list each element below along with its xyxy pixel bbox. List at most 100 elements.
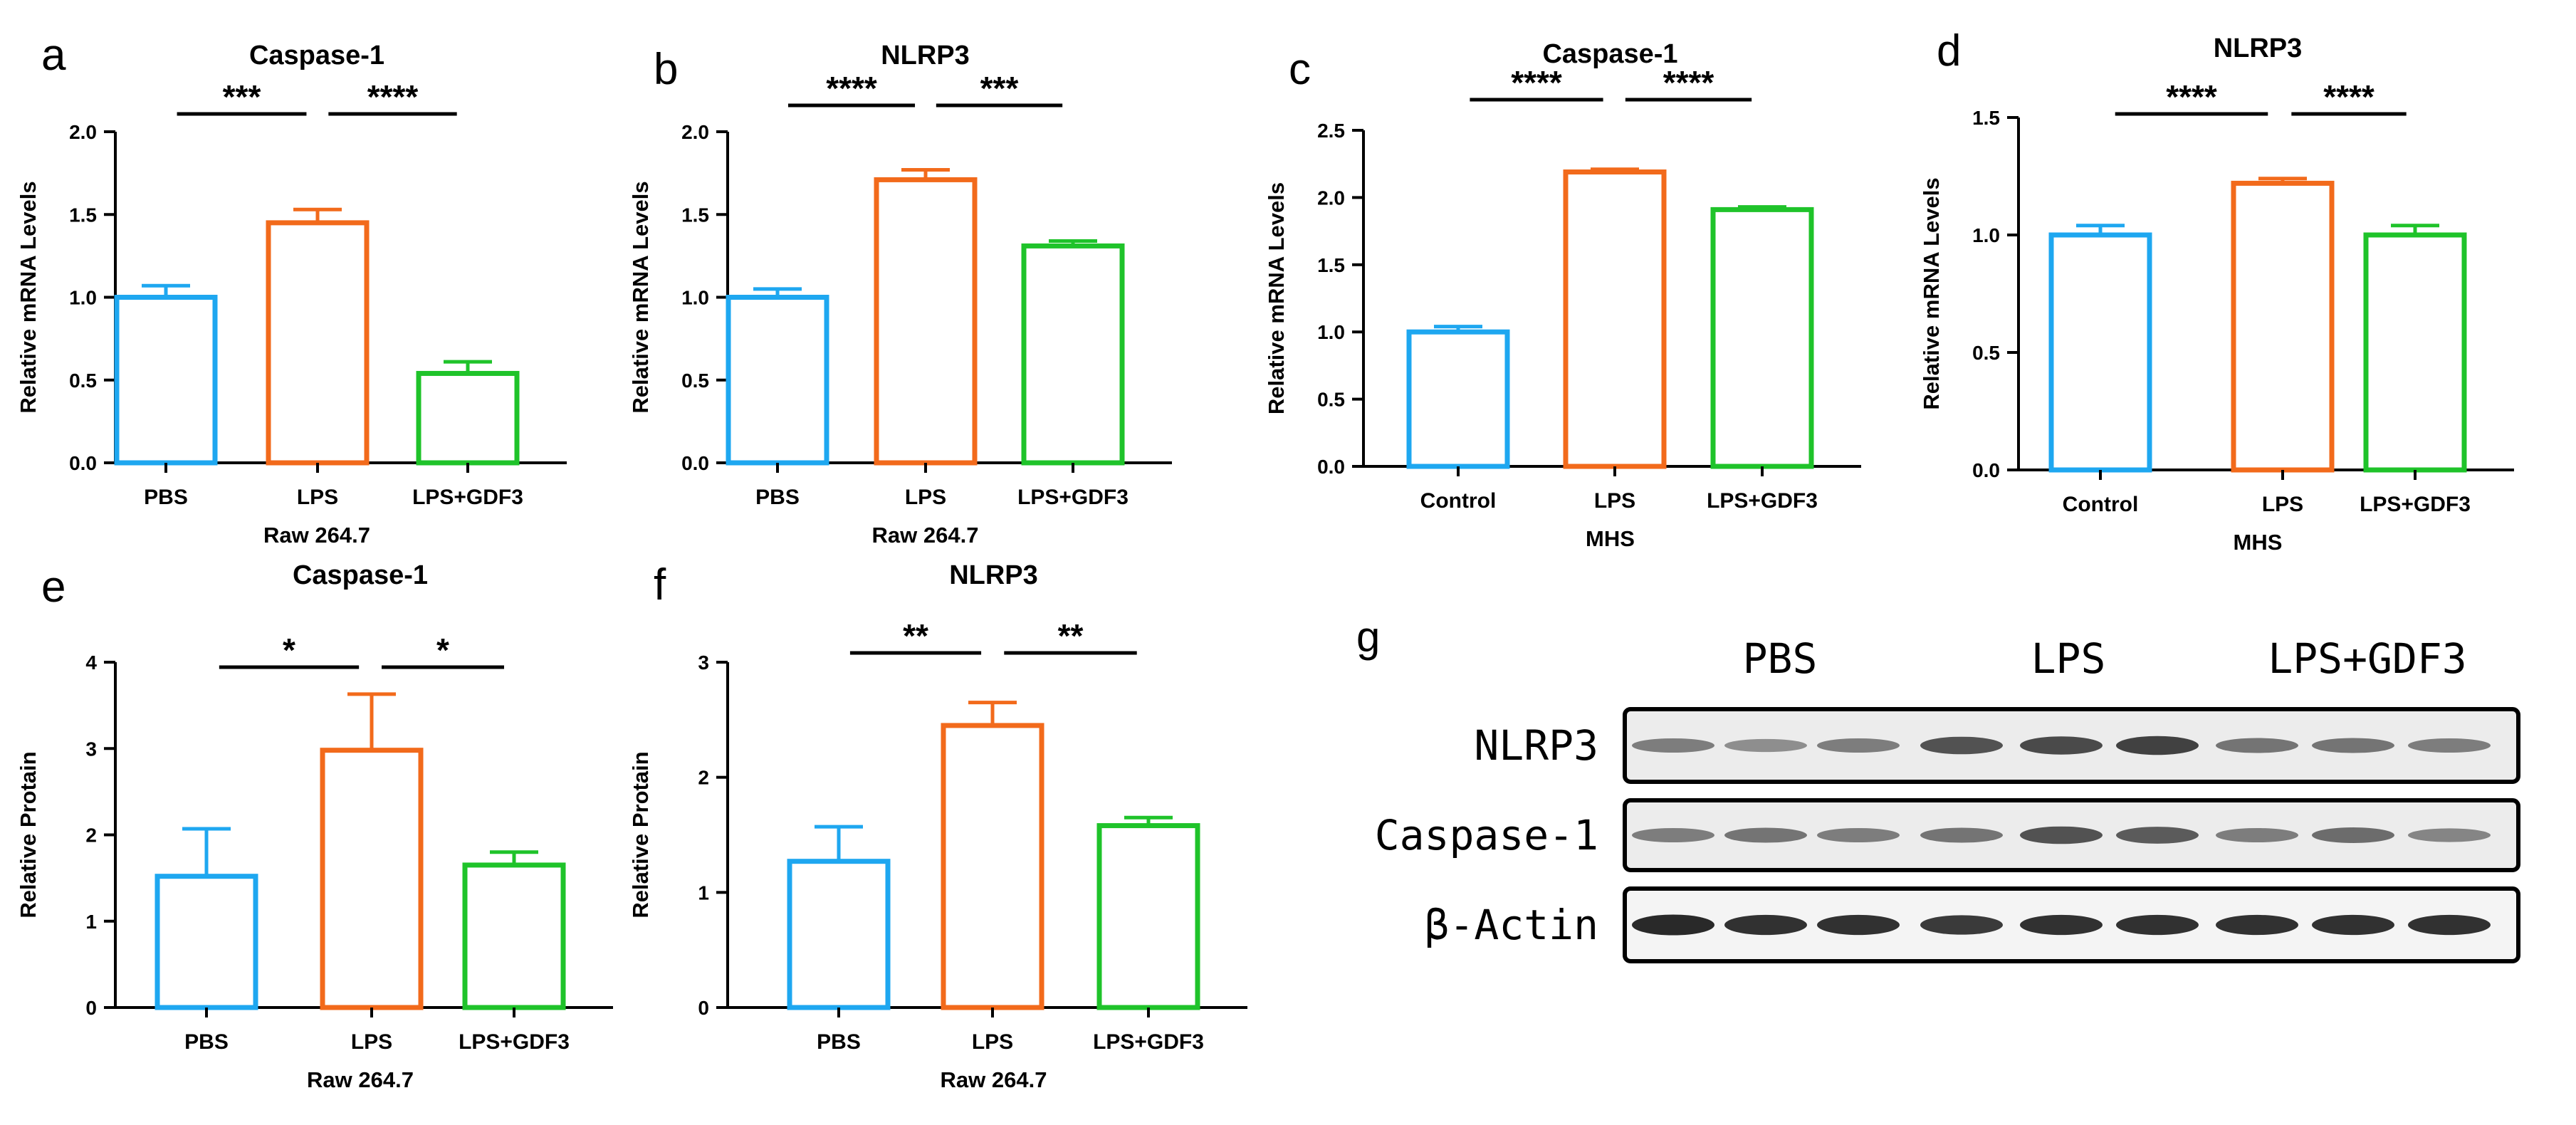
y-tick-label: 0.0 (1972, 459, 2000, 481)
bar-pbs (155, 874, 258, 1010)
x-tick-label: LPS+GDF3 (1707, 489, 1818, 513)
x-tick-label: LPS (905, 486, 946, 509)
chart-title: NLRP3 (881, 41, 970, 70)
y-axis-label: Relative Protain (16, 751, 41, 918)
chart-panel-f: f NLRP3 0 1 2 3 Relative Protain PBS LPS LPS+GDF3… (628, 560, 1247, 1092)
y-axis-label: Relative Protain (628, 751, 653, 918)
x-tick-label: PBS (184, 1030, 229, 1054)
x-axis-label: MHS (2234, 530, 2283, 555)
y-axis-label: Relative mRNA Levels (16, 181, 41, 413)
bar-lps-gdf3 (1710, 206, 1814, 469)
y-axis-label: Relative mRNA Levels (1919, 177, 1944, 409)
chart-panel-e: e Caspase-1 0 1 2 3 4 Relative Protain PBS LPS LPS… (16, 560, 613, 1092)
significance-label: **** (367, 78, 419, 115)
y-tick-label: 1.5 (681, 204, 709, 226)
y-tick-label: 1.0 (681, 287, 709, 309)
y-axis-label: Relative mRNA Levels (628, 181, 653, 413)
y-tick-label: 2 (85, 825, 97, 847)
y-tick-label: 0.5 (69, 370, 97, 392)
x-tick-label: LPS (1594, 489, 1635, 513)
x-tick-label: PBS (817, 1030, 861, 1054)
blot-band (2116, 914, 2199, 936)
blot-band (2312, 738, 2394, 753)
bar-lps-gdf3 (1096, 823, 1200, 1010)
bar-lps (874, 177, 978, 466)
blot-band (2020, 736, 2103, 755)
blot-band (2020, 826, 2103, 844)
western-blot-panel: g PBS LPS LPS+GDF3 NLRP3 Caspase-1 β-Actin (1356, 613, 2520, 963)
y-tick-label: 0.0 (681, 452, 709, 474)
x-axis-label: Raw 264.7 (941, 1067, 1047, 1092)
x-tick-label: LPS+GDF3 (1017, 486, 1129, 509)
blot-band (2216, 738, 2298, 753)
x-tick-label: PBS (144, 486, 188, 509)
x-axis-label: MHS (1586, 526, 1635, 551)
blot-band (1817, 827, 1900, 843)
chart-title: Caspase-1 (293, 560, 428, 590)
significance-label: ** (903, 617, 928, 654)
chart-title: Caspase-1 (249, 41, 384, 70)
panel-letter: f (654, 560, 666, 609)
blot-band (1817, 738, 1900, 753)
significance-label: *** (980, 70, 1019, 107)
significance-label: *** (223, 78, 261, 115)
blot-band (2216, 914, 2298, 936)
bar-lps-gdf3 (462, 862, 566, 1010)
chart-panel-d: d NLRP3 0.0 0.5 1.0 1.5 Relative mRNA Levels Co… (1919, 26, 2514, 555)
blot-row-label: Caspase-1 (1375, 811, 1598, 859)
panel-letter: d (1937, 26, 1961, 75)
bar-lps (266, 220, 370, 466)
chart-panel-c: c Caspase-1 0.0 0.5 1.0 1.5 2.0 2.5 Relative mRN… (1264, 39, 1861, 551)
bar-lps-gdf3 (1021, 243, 1125, 466)
x-tick-label: PBS (755, 486, 800, 509)
x-axis-label: Raw 264.7 (307, 1067, 414, 1092)
x-tick-label: LPS+GDF3 (2360, 493, 2471, 516)
bar-pbs (726, 295, 829, 466)
y-axis-label: Relative mRNA Levels (1264, 182, 1289, 414)
blot-band (1724, 738, 1807, 753)
blot-band (1817, 914, 1900, 936)
x-tick-label: Control (1420, 489, 1497, 513)
bar-charts: a Caspase-1 0.0 0.5 1.0 1.5 2.0 Relative mRNA L… (16, 26, 2514, 1092)
chart-title: NLRP3 (2214, 33, 2303, 63)
chart-title: NLRP3 (949, 560, 1038, 590)
bar-lps (1563, 169, 1667, 469)
bar-lps-gdf3 (416, 370, 520, 466)
y-tick-label: 3 (698, 652, 709, 674)
significance-label: ** (1058, 617, 1084, 654)
y-tick-label: 0.5 (1317, 389, 1345, 411)
y-tick-label: 2.0 (1317, 187, 1345, 209)
blot-band (1632, 738, 1714, 753)
y-tick-label: 1.0 (1972, 224, 2000, 246)
bar-control (1406, 329, 1510, 469)
y-tick-label: 1.0 (69, 287, 97, 309)
x-tick-label: LPS+GDF3 (1093, 1030, 1204, 1054)
blot-band (2408, 914, 2491, 936)
blot-band (2408, 828, 2491, 842)
y-tick-label: 3 (85, 738, 97, 760)
blot-band (1632, 827, 1714, 843)
blot-band (2216, 827, 2298, 843)
y-tick-label: 2.0 (69, 121, 97, 143)
bar-pbs (787, 859, 891, 1010)
significance-label: **** (1663, 64, 1714, 101)
bar-lps (320, 748, 424, 1010)
blot-band (1632, 914, 1714, 936)
significance-label: * (436, 632, 449, 669)
y-tick-label: 0 (698, 997, 709, 1019)
blot-band (2020, 914, 2103, 936)
y-tick-label: 4 (85, 652, 97, 674)
panel-letter: e (41, 562, 66, 612)
x-tick-label: LPS (351, 1030, 392, 1054)
x-tick-label: LPS (297, 486, 338, 509)
y-tick-label: 1.5 (69, 204, 97, 226)
x-tick-label: LPS (972, 1030, 1013, 1054)
significance-label: **** (2166, 78, 2217, 115)
y-tick-label: 1.5 (1972, 107, 2000, 129)
significance-label: **** (2323, 78, 2375, 115)
y-tick-label: 2.0 (681, 121, 709, 143)
y-tick-label: 1 (85, 911, 97, 933)
panel-letter: a (41, 31, 66, 80)
blot-row-label: NLRP3 (1474, 721, 1598, 770)
significance-label: **** (826, 70, 877, 107)
